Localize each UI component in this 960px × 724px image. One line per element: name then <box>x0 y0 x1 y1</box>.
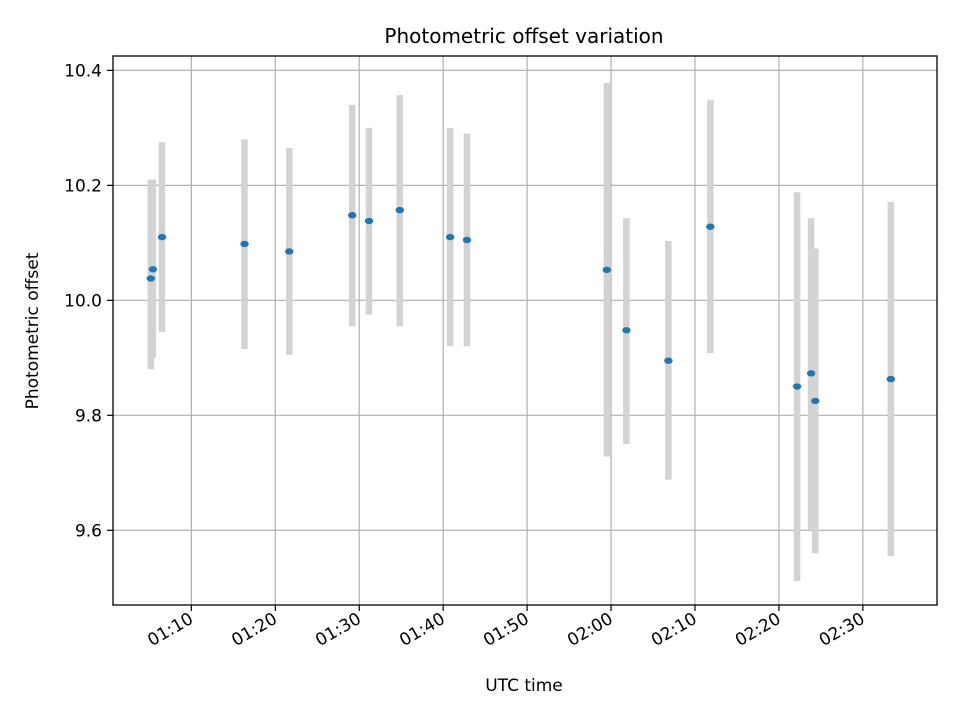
data-point <box>148 266 158 273</box>
data-point <box>792 383 802 390</box>
y-tick-label: 9.8 <box>75 406 102 426</box>
data-point <box>886 375 896 383</box>
data-point <box>445 233 455 241</box>
data-point <box>364 217 374 225</box>
data-point <box>146 275 155 282</box>
data-point <box>157 233 167 241</box>
y-tick-label: 10.2 <box>64 176 102 196</box>
data-point <box>602 266 612 274</box>
data-point <box>664 357 673 364</box>
data-point <box>240 240 249 248</box>
chart-title: Photometric offset variation <box>384 24 663 48</box>
data-point <box>806 370 816 377</box>
y-tick-label: 10.0 <box>64 291 102 311</box>
data-point <box>395 206 404 214</box>
y-tick-label: 10.4 <box>64 61 102 81</box>
data-point <box>462 236 472 244</box>
y-axis-label: Photometric offset <box>23 252 43 409</box>
data-point <box>285 248 294 255</box>
y-tick-label: 9.6 <box>75 521 102 541</box>
data-point <box>706 223 715 230</box>
plot-frame <box>112 55 938 606</box>
data-point <box>811 397 820 405</box>
y-axis-ticks: 9.6 9.8 10.0 10.2 10.4 <box>64 61 113 541</box>
x-axis-label: UTC time <box>485 676 563 696</box>
point-layer <box>146 206 896 405</box>
data-point <box>622 327 631 334</box>
data-point <box>348 212 357 219</box>
